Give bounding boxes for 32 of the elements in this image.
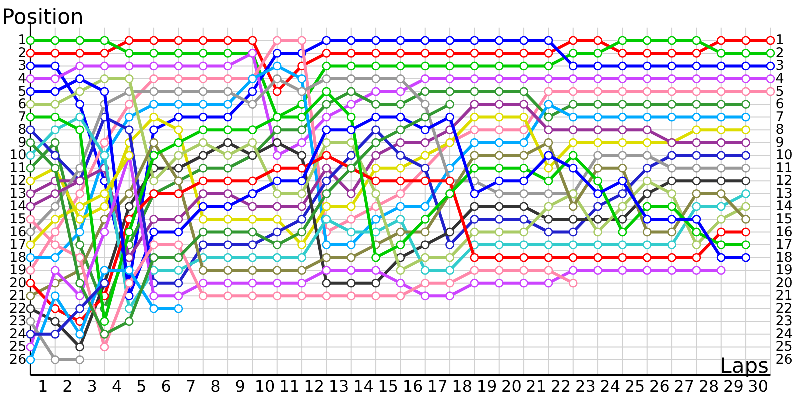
x-tick-label: 4 bbox=[112, 377, 122, 396]
x-tick-label: 17 bbox=[428, 377, 448, 396]
x-tick-label: 12 bbox=[304, 377, 325, 396]
x-tick-label: 24 bbox=[600, 377, 621, 396]
x-tick-label: 14 bbox=[354, 377, 374, 396]
x-tick-label: 10 bbox=[254, 377, 276, 396]
x-tick-label: 11 bbox=[280, 377, 300, 396]
x-tick-label: 1 bbox=[38, 377, 48, 396]
x-tick-label: 28 bbox=[698, 377, 720, 396]
x-tick-label: 5 bbox=[136, 377, 147, 396]
x-tick-label: 8 bbox=[210, 377, 221, 396]
x-tick-label: 15 bbox=[378, 377, 399, 396]
x-tick-label: 20 bbox=[502, 377, 522, 396]
x-tick-label: 25 bbox=[624, 377, 646, 396]
y-axis-title: Position bbox=[2, 5, 84, 29]
x-tick-label: 26 bbox=[650, 377, 670, 396]
x-tick-label: 3 bbox=[87, 377, 98, 396]
x-tick-label: 18 bbox=[452, 377, 473, 396]
x-tick-label: 29 bbox=[724, 377, 744, 396]
x-axis-title: Laps bbox=[720, 354, 769, 378]
x-tick-label: 21 bbox=[526, 377, 547, 396]
x-tick-label: 13 bbox=[328, 377, 350, 396]
x-tick-label: 2 bbox=[62, 377, 73, 396]
x-tick-label: 7 bbox=[186, 377, 196, 396]
x-tick-label: 30 bbox=[748, 377, 769, 396]
x-tick-label: 6 bbox=[161, 377, 172, 396]
x-tick-label: 16 bbox=[402, 377, 424, 396]
x-tick-label: 22 bbox=[550, 377, 572, 396]
x-tick-label: 19 bbox=[476, 377, 498, 396]
x-tick-label: 23 bbox=[576, 377, 596, 396]
x-tick-label: 9 bbox=[235, 377, 246, 396]
x-tick-label: 27 bbox=[674, 377, 695, 396]
